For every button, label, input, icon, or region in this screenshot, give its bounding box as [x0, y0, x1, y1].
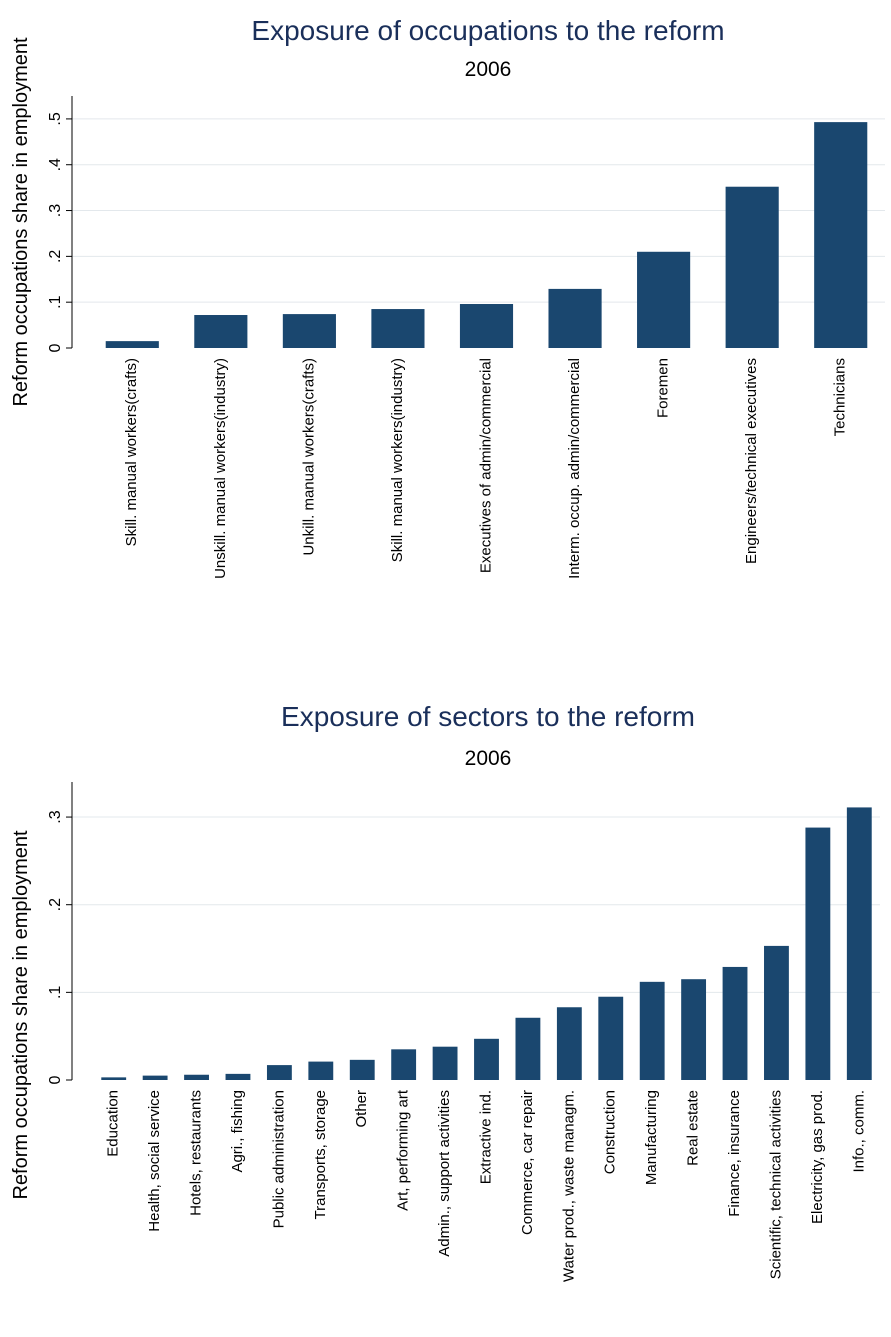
bar [194, 315, 248, 348]
y-axis-title: Reform occupations share in employment [10, 830, 32, 1200]
x-tick-label: Admin., support activities [436, 1090, 453, 1257]
x-tick-label: Hotels, restaurants [188, 1090, 205, 1216]
bar [515, 1017, 541, 1080]
x-tick-label: Real estate [685, 1090, 702, 1166]
x-tick-label: Electricity, gas prod. [809, 1090, 826, 1224]
x-tick-label: Health, social service [146, 1090, 163, 1232]
bar [142, 1075, 168, 1080]
y-tick-label: .2 [47, 898, 64, 911]
bar [764, 945, 789, 1080]
bar [432, 1046, 458, 1080]
bar [105, 341, 159, 348]
bar [722, 966, 748, 1080]
x-tick-label: Scientific, technical activities [767, 1090, 784, 1279]
x-tick-label: Other [353, 1090, 370, 1128]
x-tick-label: Info., comm. [850, 1090, 867, 1173]
x-tick-label: Technicians [832, 358, 849, 436]
x-tick-label: Unskill. manual workers(industry) [212, 358, 229, 579]
chart-subtitle: 2006 [465, 58, 512, 81]
x-tick-label: Manufacturing [643, 1090, 660, 1185]
bar [349, 1059, 375, 1080]
y-tick-label: 0 [47, 343, 64, 352]
bar [371, 309, 425, 348]
bar [282, 314, 336, 348]
x-tick-label: Unkill. manual workers(crafts) [300, 358, 317, 556]
bar [391, 1049, 417, 1080]
y-axis-title: Reform occupations share in employment [10, 37, 32, 407]
bar [474, 1038, 499, 1080]
x-tick-label: Engineers/technical executives [743, 358, 760, 564]
bar [101, 1077, 127, 1080]
x-tick-label: Education [105, 1090, 122, 1157]
bar [266, 1065, 292, 1080]
bar [846, 807, 872, 1080]
x-tick-label: Commerce, car repair [519, 1090, 536, 1235]
x-tick-label: Skill. manual workers(crafts) [123, 358, 140, 546]
x-tick-label: Public administration [270, 1090, 287, 1228]
y-tick-label: .5 [47, 112, 64, 125]
x-tick-label: Foremen [655, 358, 672, 418]
x-tick-label: Executives of admin/commercial [477, 358, 494, 573]
x-tick-label: Water prod., waste managm. [560, 1090, 577, 1282]
bar [681, 979, 707, 1080]
x-tick-label: Interm. occup. admin/commercial [566, 358, 583, 579]
y-tick-label: .2 [47, 250, 64, 263]
y-tick-label: .1 [47, 295, 64, 308]
y-tick-label: .3 [47, 810, 64, 823]
bar [814, 122, 868, 348]
y-tick-label: .1 [47, 986, 64, 999]
bar [725, 186, 779, 348]
bar [225, 1073, 251, 1080]
x-tick-label: Skill. manual workers(industry) [389, 358, 406, 562]
chart-title: Exposure of sectors to the reform [281, 701, 695, 732]
chart-title: Exposure of occupations to the reform [251, 15, 724, 46]
bar [598, 996, 624, 1080]
bar [548, 288, 602, 348]
x-tick-label: Construction [602, 1090, 619, 1174]
x-tick-label: Extractive ind. [477, 1090, 494, 1184]
bar [556, 1007, 582, 1080]
bar [805, 827, 831, 1080]
x-tick-label: Art, performing art [395, 1089, 412, 1211]
x-tick-label: Agri., fishing [229, 1090, 246, 1173]
bar [639, 981, 665, 1080]
bar [459, 304, 514, 348]
bar [184, 1074, 209, 1080]
x-tick-label: Finance, insurance [726, 1090, 743, 1217]
y-tick-label: 0 [47, 1075, 64, 1084]
y-tick-label: .3 [47, 204, 64, 217]
bar [637, 251, 691, 348]
y-tick-label: .4 [47, 158, 64, 171]
chart-subtitle: 2006 [465, 747, 512, 770]
bar [308, 1061, 334, 1080]
x-tick-label: Transports, storage [312, 1090, 329, 1220]
